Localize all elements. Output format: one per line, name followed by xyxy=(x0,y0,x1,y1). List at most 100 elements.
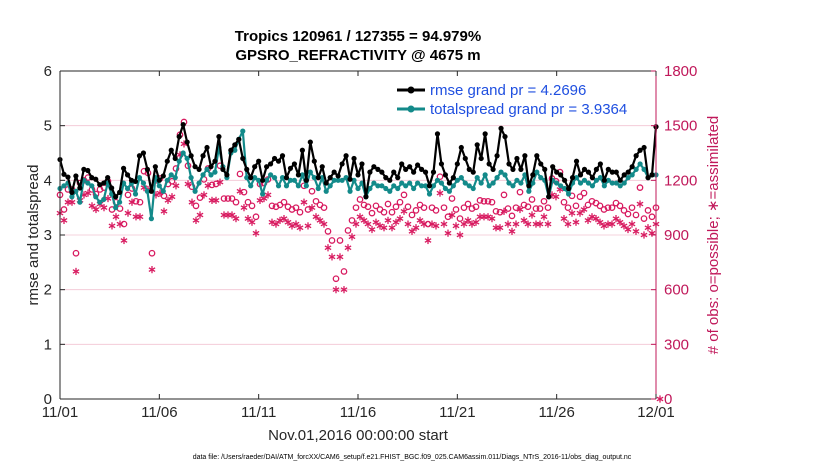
totalspread-point xyxy=(601,183,607,189)
rmse-point xyxy=(411,169,417,175)
obs-assimilated-marker xyxy=(584,216,592,225)
x-tick-label: 11/11 xyxy=(241,404,276,421)
obs-possible-marker xyxy=(392,203,400,211)
legend-spread-label: totalspread grand pr = 3.9364 xyxy=(430,101,627,118)
obs-possible-marker xyxy=(388,208,396,216)
rmse-point xyxy=(208,164,214,170)
totalspread-point xyxy=(399,180,405,186)
totalspread-point xyxy=(454,177,460,183)
obs-possible-marker xyxy=(528,196,536,203)
totalspread-point xyxy=(89,183,95,189)
rmse-point xyxy=(454,161,460,167)
obs-possible-marker xyxy=(512,204,520,212)
obs-assimilated-marker xyxy=(192,216,200,225)
obs-possible-marker xyxy=(252,213,260,221)
obs-assimilated-marker xyxy=(424,236,432,245)
rmse-point xyxy=(442,172,449,178)
rmse-point xyxy=(224,172,230,178)
totalspread-point xyxy=(633,166,639,172)
totalspread-point xyxy=(335,177,341,183)
rmse-point xyxy=(355,172,361,178)
rmse-point xyxy=(264,164,270,170)
totalspread-point xyxy=(327,183,333,189)
obs-assimilated-marker xyxy=(100,204,108,212)
obs-assimilated-marker xyxy=(528,211,536,219)
y-tick-label: 1 xyxy=(44,336,52,353)
obs-possible-marker xyxy=(516,188,524,196)
totalspread-point xyxy=(279,175,286,181)
totalspread-point xyxy=(506,180,512,186)
rmse-point xyxy=(252,164,258,170)
rmse-point xyxy=(65,174,71,180)
totalspread-point xyxy=(617,183,623,189)
obs-possible-marker xyxy=(572,202,580,210)
rmse-point xyxy=(89,175,95,181)
rmse-point xyxy=(113,194,119,200)
rmse-point xyxy=(244,166,250,172)
obs-possible-marker xyxy=(336,237,344,244)
rmse-point xyxy=(522,153,528,159)
rmse-point xyxy=(418,166,425,172)
obs-assimilated-marker xyxy=(348,233,356,241)
totalspread-point xyxy=(331,177,337,183)
totalspread-point xyxy=(418,183,425,189)
obs-assimilated-marker xyxy=(596,218,604,226)
rmse-point xyxy=(363,194,369,200)
obs-assimilated-marker xyxy=(508,227,516,235)
rmse-point xyxy=(331,169,337,175)
obs-possible-marker xyxy=(504,205,512,212)
rmse-point xyxy=(625,169,631,175)
rmse-point xyxy=(101,180,107,186)
rmse-point xyxy=(589,175,596,181)
obs-assimilated-marker xyxy=(520,216,528,225)
rmse-point xyxy=(379,169,385,175)
totalspread-point xyxy=(391,183,397,189)
x-tick-label: 11/26 xyxy=(538,404,574,421)
rmse-point xyxy=(430,169,437,175)
totalspread-point xyxy=(605,177,611,183)
y-tick-label: 4 xyxy=(44,172,52,189)
legend-box xyxy=(393,78,651,120)
totalspread-point xyxy=(621,180,627,186)
rmse-point xyxy=(311,158,317,164)
obs-possible-marker xyxy=(436,173,444,181)
totalspread-point xyxy=(275,183,282,189)
rmse-point xyxy=(351,155,357,162)
totalspread-point xyxy=(184,155,190,162)
obs-possible-marker xyxy=(328,237,336,244)
totalspread-point xyxy=(589,183,596,189)
totalspread-point xyxy=(256,177,262,183)
obs-assimilated-marker xyxy=(204,182,212,190)
obs-possible-marker xyxy=(356,196,364,203)
rmse-point xyxy=(633,153,639,159)
y-tick-label: 6 xyxy=(44,63,52,80)
totalspread-point xyxy=(113,205,119,211)
totalspread-point xyxy=(581,177,588,183)
rmse-point xyxy=(299,147,305,153)
obs-assimilated-marker xyxy=(400,207,408,215)
obs-possible-marker xyxy=(408,211,416,219)
totalspread-point xyxy=(148,216,154,222)
rmse-point xyxy=(474,142,480,148)
x-axis-label: Nov.01,2016 00:00:00 start xyxy=(268,427,449,444)
obs-assimilated-marker xyxy=(128,198,136,206)
rmse-point xyxy=(140,150,147,156)
obs-assimilated-marker xyxy=(244,215,252,223)
obs-assimilated-marker xyxy=(380,224,388,232)
totalspread-point xyxy=(442,185,449,192)
obs-assimilated-marker xyxy=(200,191,208,199)
rmse-point xyxy=(335,173,341,179)
obs-assimilated-marker xyxy=(360,216,368,225)
obs-possible-marker xyxy=(648,213,656,221)
obs-assimilated-marker xyxy=(488,215,496,223)
obs-possible-marker xyxy=(492,207,500,215)
rmse-point xyxy=(434,131,441,137)
totalspread-point xyxy=(387,188,393,194)
obs-assimilated-marker xyxy=(408,227,416,235)
x-tick-label: 12/01 xyxy=(637,404,675,421)
obs-possible-marker xyxy=(460,204,468,212)
obs-assimilated-marker xyxy=(172,182,180,190)
obs-possible-marker xyxy=(540,197,548,205)
obs-possible-marker xyxy=(400,191,408,199)
rmse-point xyxy=(609,169,615,175)
